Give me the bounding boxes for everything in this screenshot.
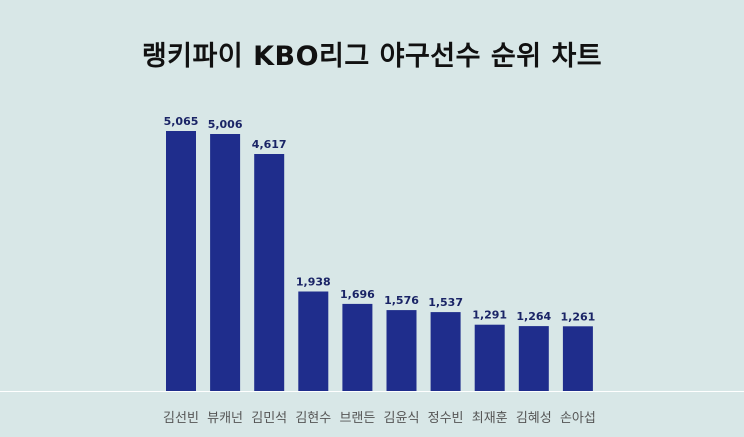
value-label: 5,006 [208, 118, 243, 131]
value-label: 1,576 [384, 294, 419, 307]
category-label: 브랜든 [339, 411, 375, 426]
bar [430, 312, 461, 391]
category-label: 손아섭 [560, 411, 596, 426]
bar [518, 326, 549, 391]
category-label: 김현수 [295, 411, 331, 426]
category-label: 김윤식 [384, 411, 420, 426]
value-label: 4,617 [252, 138, 287, 151]
value-label: 1,938 [296, 276, 331, 289]
value-label: 5,065 [164, 115, 199, 128]
bar [298, 291, 329, 391]
bar [254, 154, 285, 391]
value-label: 1,261 [561, 310, 596, 323]
category-label: 김민석 [251, 411, 287, 426]
category-label: 뷰캐넌 [207, 411, 243, 426]
value-label: 1,291 [472, 309, 507, 322]
bar [342, 303, 373, 391]
category-label: 김선빈 [163, 411, 199, 426]
category-label: 최재훈 [472, 411, 508, 426]
bar [562, 326, 593, 391]
bar [386, 310, 417, 391]
category-label: 정수빈 [428, 411, 464, 426]
bar [166, 131, 196, 391]
value-label: 1,537 [428, 296, 463, 309]
value-label: 1,264 [516, 310, 551, 323]
category-label: 김혜성 [516, 411, 552, 426]
bar [210, 134, 241, 391]
value-label: 1,696 [340, 288, 375, 301]
chart-title: 랭키파이 KBO리그 야구선수 순위 차트 [141, 41, 603, 72]
bar [474, 324, 505, 391]
